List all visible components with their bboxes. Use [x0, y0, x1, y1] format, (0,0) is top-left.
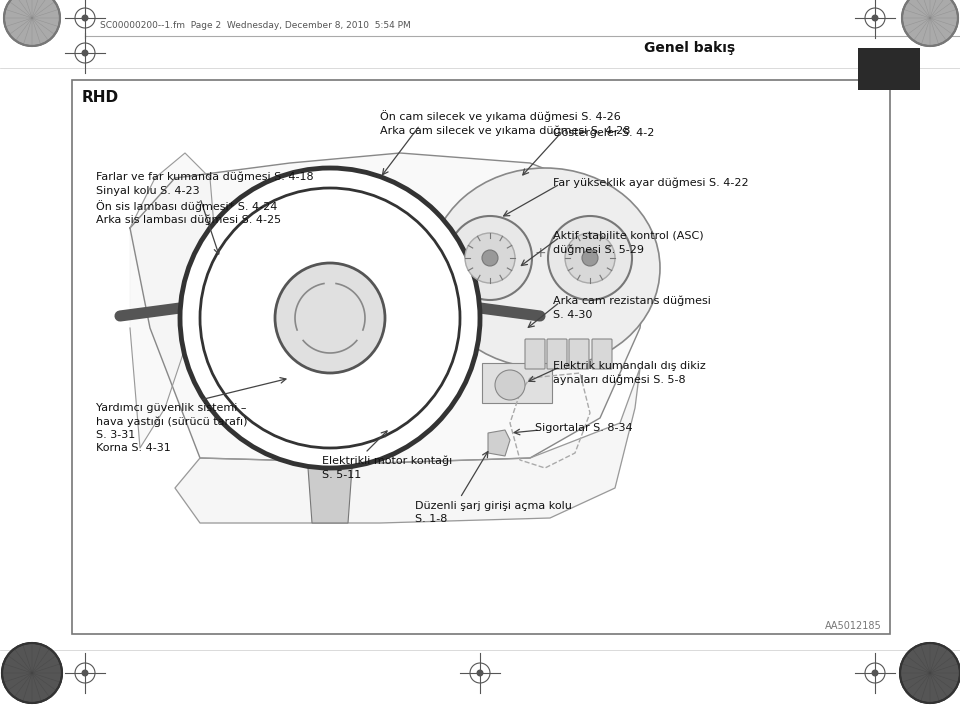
Text: RHD: RHD	[82, 90, 119, 105]
FancyBboxPatch shape	[547, 339, 567, 369]
Polygon shape	[175, 368, 640, 523]
Circle shape	[900, 643, 960, 703]
Text: Arka cam rezistans düğmesi
S. 4-30: Arka cam rezistans düğmesi S. 4-30	[553, 296, 710, 320]
Circle shape	[4, 0, 60, 46]
Polygon shape	[130, 153, 650, 463]
Circle shape	[180, 168, 480, 468]
Text: AA5012185: AA5012185	[826, 621, 882, 631]
Circle shape	[83, 15, 87, 21]
Circle shape	[2, 643, 62, 703]
Circle shape	[482, 250, 498, 266]
Circle shape	[873, 670, 877, 676]
Circle shape	[448, 216, 532, 300]
FancyBboxPatch shape	[72, 80, 890, 634]
Text: Sigortalar S. 8-34: Sigortalar S. 8-34	[535, 423, 633, 433]
FancyBboxPatch shape	[482, 363, 552, 403]
Text: Göstergeler S. 4-2: Göstergeler S. 4-2	[553, 128, 655, 138]
Text: +: +	[534, 246, 546, 260]
Circle shape	[565, 233, 615, 283]
Text: Farlar ve far kumanda düğmesi S. 4-18
Sinyal kolu S. 4-23
Ön sis lambası düğmesi: Farlar ve far kumanda düğmesi S. 4-18 Si…	[96, 172, 314, 225]
Circle shape	[83, 50, 87, 56]
FancyBboxPatch shape	[592, 339, 612, 369]
FancyBboxPatch shape	[525, 339, 545, 369]
Circle shape	[200, 188, 460, 448]
Circle shape	[873, 15, 877, 21]
Polygon shape	[308, 468, 352, 523]
FancyBboxPatch shape	[569, 339, 589, 369]
Text: Yardımcı güvenlik sistemi –
hava yastığı (sürücü tarafı)
S. 3-31
Korna S. 4-31: Yardımcı güvenlik sistemi – hava yastığı…	[96, 403, 248, 453]
FancyBboxPatch shape	[858, 48, 920, 90]
Polygon shape	[488, 430, 510, 456]
Text: Düzenli şarj girişi açma kolu
S. 1-8: Düzenli şarj girişi açma kolu S. 1-8	[415, 501, 572, 524]
Text: Ön cam silecek ve yıkama düğmesi S. 4-26
Arka cam silecek ve yıkama düğmesi S. 4: Ön cam silecek ve yıkama düğmesi S. 4-26…	[380, 110, 631, 136]
Circle shape	[83, 670, 87, 676]
Circle shape	[275, 263, 385, 373]
Text: Aktif stabilite kontrol (ASC)
düğmesi S. 5-29: Aktif stabilite kontrol (ASC) düğmesi S.…	[553, 231, 704, 255]
Circle shape	[902, 0, 958, 46]
Circle shape	[548, 216, 632, 300]
Text: Elektrik kumandalı dış dikiz
aynaları düğmesi S. 5-8: Elektrik kumandalı dış dikiz aynaları dü…	[553, 361, 706, 385]
Text: Elektrikli motor kontağı
S. 5-11: Elektrikli motor kontağı S. 5-11	[322, 456, 452, 480]
Circle shape	[465, 233, 515, 283]
Circle shape	[495, 370, 525, 400]
Text: Genel bakış: Genel bakış	[644, 41, 735, 55]
Polygon shape	[130, 153, 215, 448]
Ellipse shape	[430, 168, 660, 368]
Circle shape	[477, 670, 483, 676]
Text: Far yükseklik ayar düğmesi S. 4-22: Far yükseklik ayar düğmesi S. 4-22	[553, 178, 749, 188]
Text: SC00000200--1.fm  Page 2  Wednesday, December 8, 2010  5:54 PM: SC00000200--1.fm Page 2 Wednesday, Decem…	[100, 21, 411, 30]
Circle shape	[582, 250, 598, 266]
